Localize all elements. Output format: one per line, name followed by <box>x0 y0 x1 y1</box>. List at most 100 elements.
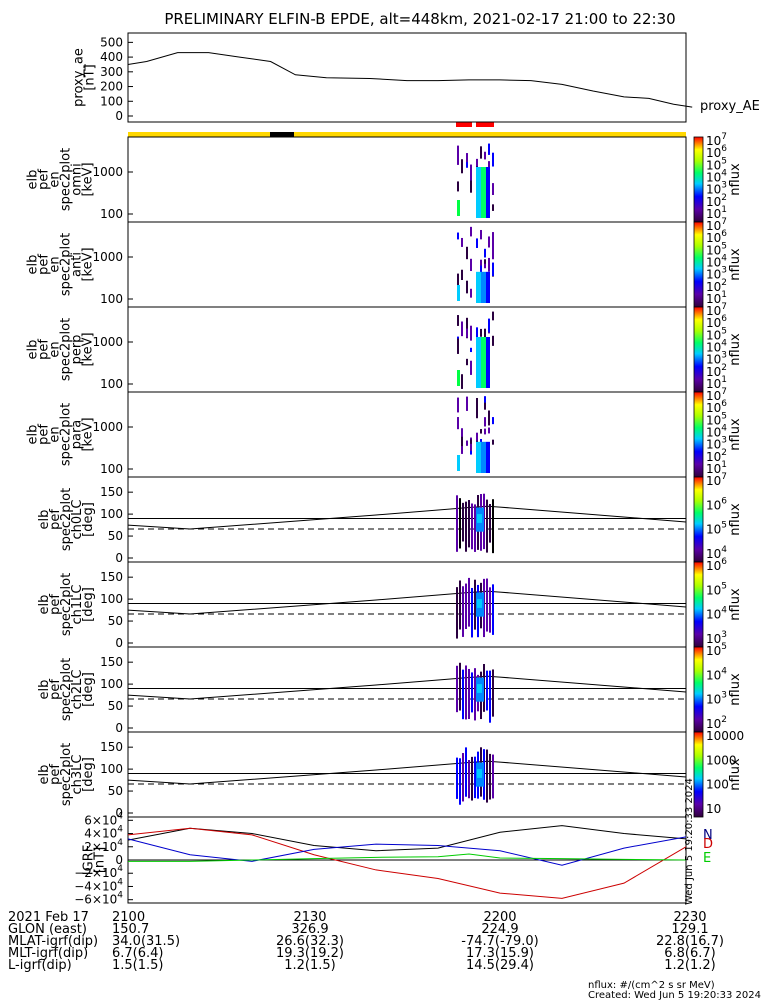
spectrum-pixel <box>492 152 494 167</box>
y-axis-label-line: [deg] <box>81 502 96 537</box>
spectrum-pixel <box>484 259 486 264</box>
y-axis-label-line: elb <box>26 170 41 190</box>
panel-frame <box>127 646 687 733</box>
spectrum-pixel <box>492 232 494 245</box>
spectrum-pixel <box>486 271 490 303</box>
footer-cell: 326.9 <box>291 922 328 937</box>
colorbar-tick-label: 102 <box>706 193 727 209</box>
footer-row-label: MLAT-igrf(dip) <box>8 934 98 949</box>
footer-cell: 150.7 <box>112 922 149 937</box>
footer-cell: 6.7(6.4) <box>112 946 164 961</box>
created-note: Created: Wed Jun 5 19:20:33 2024 <box>588 990 761 1000</box>
y-tick-label: 0 <box>115 806 123 820</box>
spectrum-pixel <box>476 432 478 445</box>
y-axis-label-line: elb <box>26 340 41 360</box>
footer-cell: 19.3(19.2) <box>276 946 344 961</box>
red-status-segment <box>476 122 494 127</box>
y-axis-label-line: nflux <box>728 333 743 366</box>
y-axis-label-line: spec2plot <box>59 573 74 636</box>
spectrum-pixel <box>488 257 490 272</box>
y-tick-label: 6×104 <box>84 811 123 827</box>
spectrum-pixel <box>474 668 476 721</box>
spectrum-pixel <box>484 151 486 160</box>
y-axis-label-line: IGRF <box>82 845 97 875</box>
colorbar-tick-label: 102 <box>706 715 727 731</box>
spectrum-pixel <box>481 167 486 218</box>
igrf-legend-N: N <box>703 828 713 843</box>
y-axis-label-line: ch0LC <box>70 500 85 540</box>
footer-row-label: 2021 Feb 17 <box>8 910 89 925</box>
y-axis-label-line: pef <box>48 764 63 785</box>
colorbar-tick-label: 105 <box>706 581 727 597</box>
spectrum-pixel <box>486 670 488 711</box>
igrf-legend-D: D <box>703 837 713 852</box>
y-tick-label: −2×104 <box>74 864 123 880</box>
colorbar-label: nflux <box>728 673 743 706</box>
footer-cell: 6.8(6.7) <box>664 946 716 961</box>
y-tick-label: 0 <box>115 853 123 867</box>
spectrum-pixel <box>466 323 468 338</box>
spectrum-pixel <box>486 167 490 218</box>
y-axis-label-line: pef <box>37 169 52 190</box>
y-tick-label: 150 <box>100 485 123 499</box>
y-tick-label: 0 <box>115 551 123 565</box>
spectrum-pixel <box>457 232 459 240</box>
colorbar <box>693 221 704 308</box>
spectrum-pixel <box>486 441 490 473</box>
y-tick-label: 100 <box>100 377 123 391</box>
y-tick-label: 100 <box>100 207 123 221</box>
colorbar-tick-label: 101 <box>706 290 727 306</box>
y-tick-label: 100 <box>100 94 123 108</box>
colorbar-tick-label: 103 <box>706 436 727 452</box>
panel-frame <box>127 221 687 308</box>
spectrum-pixel <box>470 258 472 272</box>
y-axis-label-line: elb <box>37 510 52 530</box>
colorbar-label: nflux <box>728 418 743 451</box>
spectrum-pixel <box>470 164 472 181</box>
y-axis-label-line: pef <box>37 339 52 360</box>
spectrum-pixel <box>470 226 472 237</box>
spectrum-pixel <box>459 498 461 549</box>
spectrum-pixel <box>470 439 472 444</box>
colorbar-tick-label: 106 <box>706 557 727 573</box>
footer-cell: 14.5(29.4) <box>466 958 534 973</box>
y-axis-label-line: [deg] <box>81 587 96 622</box>
igrf-D-line <box>127 827 687 899</box>
y-tick-label: 1000 <box>92 420 123 434</box>
spectrum-pixel <box>471 672 473 713</box>
y-tick-label: 150 <box>100 740 123 754</box>
colorbar-tick-label: 10000 <box>706 729 744 743</box>
y-tick-label: 0 <box>115 721 123 735</box>
spectrum-pixel <box>466 396 468 411</box>
y-axis-label-line: [keV] <box>81 247 96 281</box>
spectrum-pixel <box>480 259 482 266</box>
y-axis-label-line: nflux <box>728 588 743 621</box>
spectrum-pixel <box>468 500 470 548</box>
spectrum-pixel <box>457 285 460 301</box>
spectrum-pixel <box>457 370 460 386</box>
y-axis-label-line: [deg] <box>81 672 96 707</box>
spectrum-pixel <box>466 246 468 260</box>
y-tick-label: 0 <box>115 109 123 123</box>
panel-frame <box>127 32 687 123</box>
footer-cell: 2100 <box>112 910 145 925</box>
y-axis-label-line: spec2plot <box>59 658 74 721</box>
spectrum-pixel <box>470 288 472 298</box>
y-axis-label-line: nflux <box>728 758 743 791</box>
spectrum-pixel <box>492 417 494 425</box>
y-axis-label-line: elb <box>26 425 41 445</box>
spectrum-pixel <box>462 586 464 637</box>
spectrum-pixel <box>492 439 494 445</box>
spectrum-pixel <box>457 150 459 165</box>
spectrum-pixel <box>465 665 467 720</box>
y-axis-label-line: [keV] <box>81 417 96 451</box>
y-tick-label: 100 <box>100 292 123 306</box>
spectrum-pixel <box>488 410 490 426</box>
colorbar-tick-label: 106 <box>706 314 727 330</box>
spectrum-pixel <box>477 514 482 523</box>
y-tick-label: 300 <box>100 65 123 79</box>
